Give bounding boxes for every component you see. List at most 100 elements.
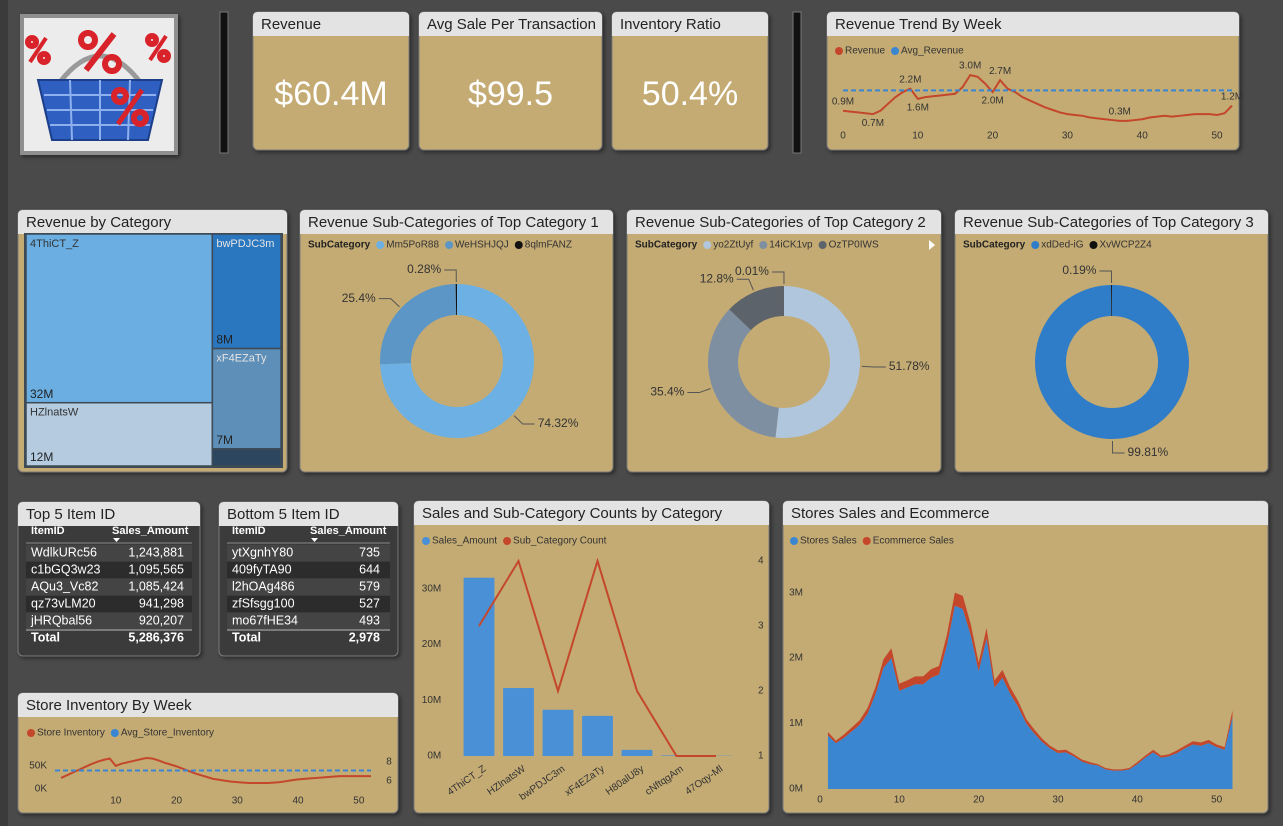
y-tick-label: 0K [35, 784, 48, 795]
cell: 409fyTA90 [232, 562, 292, 576]
data-label: 99.81% [1128, 445, 1169, 459]
card-title: Sales and Sub-Category Counts by Categor… [422, 505, 723, 522]
line [60, 757, 371, 785]
legend-swatch [503, 537, 512, 545]
table-row [227, 562, 390, 578]
y-tick-label: 30M [422, 583, 441, 594]
divider [792, 11, 802, 154]
sort-indicator [113, 538, 120, 542]
legend-label: Sales_Amount [432, 536, 497, 547]
legend-swatch [376, 241, 385, 249]
slice [708, 309, 779, 438]
card-header [300, 210, 613, 234]
cell: WdlkURc56 [31, 545, 97, 559]
legend-label: WeHSHJQJ [455, 240, 509, 251]
slice [380, 284, 457, 365]
x-tick-label: 10 [912, 131, 924, 142]
data-label: 2.7M [989, 66, 1011, 77]
y-tick-label: 0M [427, 751, 441, 762]
x-tick-label: 40 [1137, 131, 1149, 142]
cell: 493 [359, 613, 380, 627]
percent-signs [25, 30, 171, 127]
card-title: Inventory Ratio [620, 16, 721, 33]
x-tick-label: 10 [110, 796, 122, 807]
total-cell: 2,978 [349, 630, 380, 644]
x-tick-label: 40 [293, 796, 305, 807]
area [827, 592, 1233, 771]
logo [20, 14, 178, 155]
total-cell: 5,286,376 [128, 630, 184, 644]
legend-swatch [759, 241, 768, 249]
tile-value: 8M [216, 333, 233, 347]
legend-label: Ecommerce Sales [873, 536, 954, 547]
x-tick-label: 20 [973, 795, 985, 806]
cell: 941,298 [139, 596, 184, 610]
table-row [26, 562, 192, 578]
card-header [827, 12, 1239, 36]
bar [463, 577, 495, 756]
basket-grid [44, 79, 156, 141]
legend-label: Store Inventory [37, 728, 105, 739]
legend-scroll-arrow [929, 240, 935, 250]
leader-line [1111, 440, 1125, 454]
card-title: Top 5 Item ID [26, 506, 115, 523]
legend-swatch [818, 241, 827, 249]
table-row [227, 579, 390, 595]
cell: 644 [359, 562, 380, 576]
leader-line [861, 365, 886, 368]
card-header [219, 502, 398, 526]
data-label: 0.7M [862, 118, 884, 129]
legend-label: XvWCP2Z4 [1099, 240, 1152, 251]
y2-tick-label: 6 [386, 776, 392, 787]
legend-swatch [1031, 241, 1040, 249]
legend-swatch [1089, 241, 1098, 249]
card-header [18, 693, 398, 717]
leader-line [444, 269, 457, 283]
table-row [26, 596, 192, 612]
card-header [18, 210, 287, 234]
legend-swatch [27, 729, 35, 737]
card-title: Stores Sales and Ecommerce [791, 505, 989, 522]
cell: ytXgnhY80 [232, 545, 293, 559]
table-row [26, 613, 192, 629]
data-label: 0.9M [832, 96, 854, 107]
legend-label: Sub_Category Count [513, 536, 607, 547]
legend-title: SubCategory [963, 240, 1026, 251]
slice [729, 286, 784, 331]
tile-name: HZlnatsW [30, 407, 79, 419]
cell: 920,207 [139, 613, 184, 627]
cell: 579 [359, 579, 380, 593]
data-label: 0.28% [407, 262, 441, 276]
y2-tick-label: 1 [758, 751, 764, 762]
x-tick-label: 0 [840, 131, 846, 142]
data-label: 12.8% [700, 271, 734, 285]
leader-line [736, 278, 754, 291]
cell: 1,095,565 [128, 562, 184, 576]
x-tick-label: 50 [1211, 131, 1223, 142]
card-title: Avg Sale Per Transaction [427, 16, 596, 33]
y-tick-label: 3M [789, 587, 803, 598]
table-row [227, 545, 390, 561]
data-label: 35.4% [650, 385, 684, 399]
y-tick-label: 50K [29, 761, 47, 772]
leader-line [687, 388, 711, 394]
side-strip [0, 0, 8, 826]
legend-title: SubCategory [635, 240, 698, 251]
legend-swatch [891, 47, 900, 55]
x-tick-label: 40 [1132, 795, 1144, 806]
leader-line [771, 271, 785, 285]
bar [621, 749, 653, 756]
card-header [18, 502, 200, 526]
data-label: 0.01% [735, 264, 769, 278]
line [478, 557, 716, 757]
slice [455, 284, 457, 316]
card-title: Revenue Sub-Categories of Top Category 1 [308, 214, 599, 231]
legend-title: SubCategory [308, 240, 371, 251]
table-row [26, 579, 192, 595]
data-label: 1.6M [907, 102, 929, 113]
y2-tick-label: 4 [758, 556, 764, 567]
total-cell: Total [232, 630, 261, 644]
tile-value: 32M [30, 387, 53, 401]
